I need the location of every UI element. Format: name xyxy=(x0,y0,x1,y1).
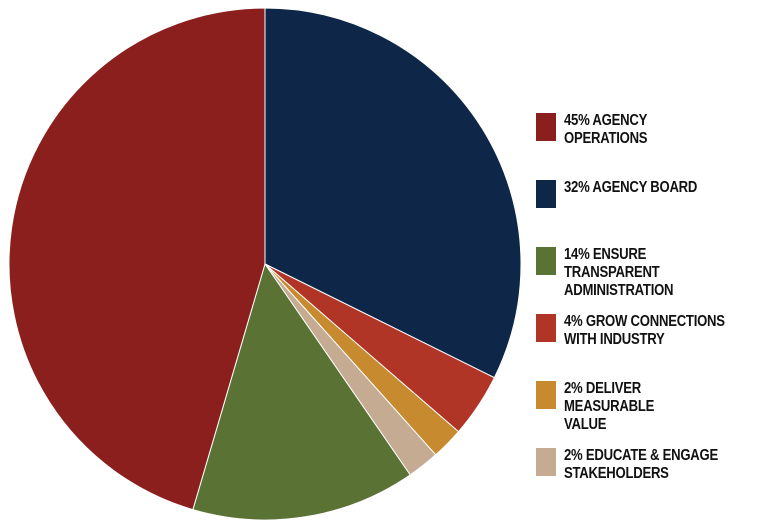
legend-item-agency-board: 32% AGENCY BOARD xyxy=(536,175,756,242)
legend-item-deliver-measurable-value: 2% DELIVER MEASURABLE VALUE xyxy=(536,376,756,443)
legend-item-ensure-transparent-administration: 14% ENSURE TRANSPARENT ADMINISTRATION xyxy=(536,242,756,309)
legend-swatch xyxy=(536,381,556,409)
legend-label: 14% ENSURE TRANSPARENT ADMINISTRATION xyxy=(564,246,674,299)
legend: 45% AGENCY OPERATIONS 32% AGENCY BOARD 1… xyxy=(536,108,756,510)
legend-label: 45% AGENCY OPERATIONS xyxy=(564,112,648,147)
legend-item-grow-connections: 4% GROW CONNECTIONS WITH INDUSTRY xyxy=(536,309,756,376)
legend-item-educate-engage-stakeholders: 2% EDUCATE & ENGAGE STAKEHOLDERS xyxy=(536,443,756,510)
legend-item-agency-operations: 45% AGENCY OPERATIONS xyxy=(536,108,756,175)
legend-label: 32% AGENCY BOARD xyxy=(564,179,698,196)
pie-slice-0 xyxy=(264,7,522,379)
legend-label: 2% EDUCATE & ENGAGE STAKEHOLDERS xyxy=(564,447,719,482)
legend-swatch xyxy=(536,113,556,141)
pie-slice-4 xyxy=(192,262,411,521)
legend-swatch xyxy=(536,247,556,275)
legend-label: 4% GROW CONNECTIONS WITH INDUSTRY xyxy=(564,313,725,348)
pie-chart xyxy=(8,7,522,521)
legend-swatch xyxy=(536,180,556,208)
legend-swatch xyxy=(536,314,556,342)
legend-swatch xyxy=(536,448,556,476)
legend-label: 2% DELIVER MEASURABLE VALUE xyxy=(564,380,655,433)
pie-slice-5 xyxy=(8,7,266,511)
